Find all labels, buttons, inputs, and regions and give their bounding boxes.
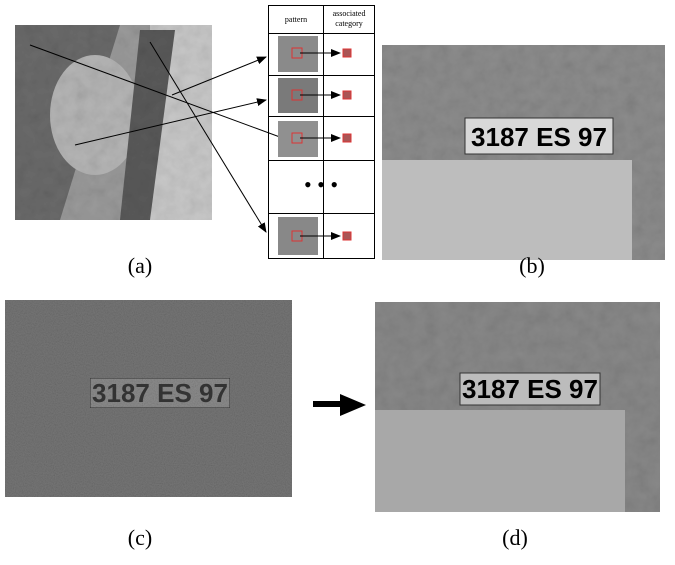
plate-image-noisy: 3187 ES 97 — [5, 300, 292, 497]
plate-text: 3187 ES 97 — [462, 374, 598, 404]
pattern-rows — [278, 36, 351, 255]
plate-image-clean: 3187 ES 97 — [382, 45, 665, 260]
caption: (c) — [128, 525, 152, 550]
table-header: associated category — [324, 6, 374, 29]
plate-text: 3187 ES 97 — [471, 122, 607, 152]
arrow-head — [340, 394, 366, 416]
portrait-image — [15, 25, 212, 220]
ellipsis: • • • — [304, 172, 338, 197]
table-header-cell: associated category — [324, 6, 374, 33]
table-header: pattern — [285, 15, 307, 24]
plate-image-denoised: 3187 ES 97 — [375, 302, 660, 512]
caption: (a) — [128, 253, 152, 278]
plate-text: 3187 ES 97 — [92, 378, 228, 408]
caption: (d) — [502, 525, 528, 550]
caption: (b) — [519, 253, 545, 278]
figure: pattern associated category • • • 3187 E… — [0, 0, 675, 560]
